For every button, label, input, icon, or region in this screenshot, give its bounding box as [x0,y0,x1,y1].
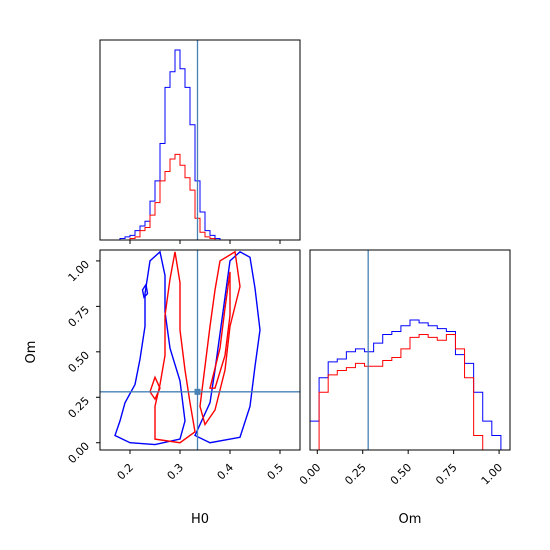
contour-panel-frame [99,249,301,451]
contour-red-2 [199,250,241,427]
x-tick-label-om: 0.75 [433,461,460,488]
y-tick-label-om: 0.25 [66,394,93,421]
x-tick-label-h0: 0.3 [165,461,187,483]
contour-red-3 [149,375,161,401]
x-tick-label-om: 0.00 [297,461,324,488]
x-axis-label-om: Om [399,512,422,527]
x-tick-label-h0: 0.5 [265,461,287,483]
contour-blue-2 [194,250,261,444]
histogram-h0-series-1 [100,49,300,241]
truth-marker [194,388,201,395]
contour-red-4 [209,271,231,389]
contour-red-1 [154,251,196,444]
histogram-om-series-2 [310,333,510,451]
x-axis-label-h0: H0 [191,512,209,527]
x-tick-label-om: 0.25 [342,461,369,488]
contour-blue-1 [114,250,186,446]
y-tick-label-om: 1.00 [66,258,93,285]
y-tick-label-om: 0.00 [66,440,93,467]
y-axis-label-om: Om [24,341,39,364]
y-tick-label-om: 0.50 [66,349,93,376]
x-tick-label-h0: 0.4 [215,461,237,483]
histogram-h0-panel [99,39,301,244]
x-tick-label-om: 0.50 [388,461,415,488]
histogram-om-frame [309,249,511,451]
contour-blue-3 [141,282,149,299]
x-tick-label-om: 1.00 [479,461,506,488]
histogram-h0-frame [99,39,301,241]
histogram-om-panel: 0.00 0.25 0.50 0.75 1.00 [297,249,511,488]
x-tick-label-h0: 0.2 [115,461,137,483]
contour-h0-om-panel: 0.2 0.3 0.4 0.5 0.00 0.25 0.50 0.75 1.00 [66,249,301,483]
y-tick-label-om: 0.75 [66,303,93,330]
